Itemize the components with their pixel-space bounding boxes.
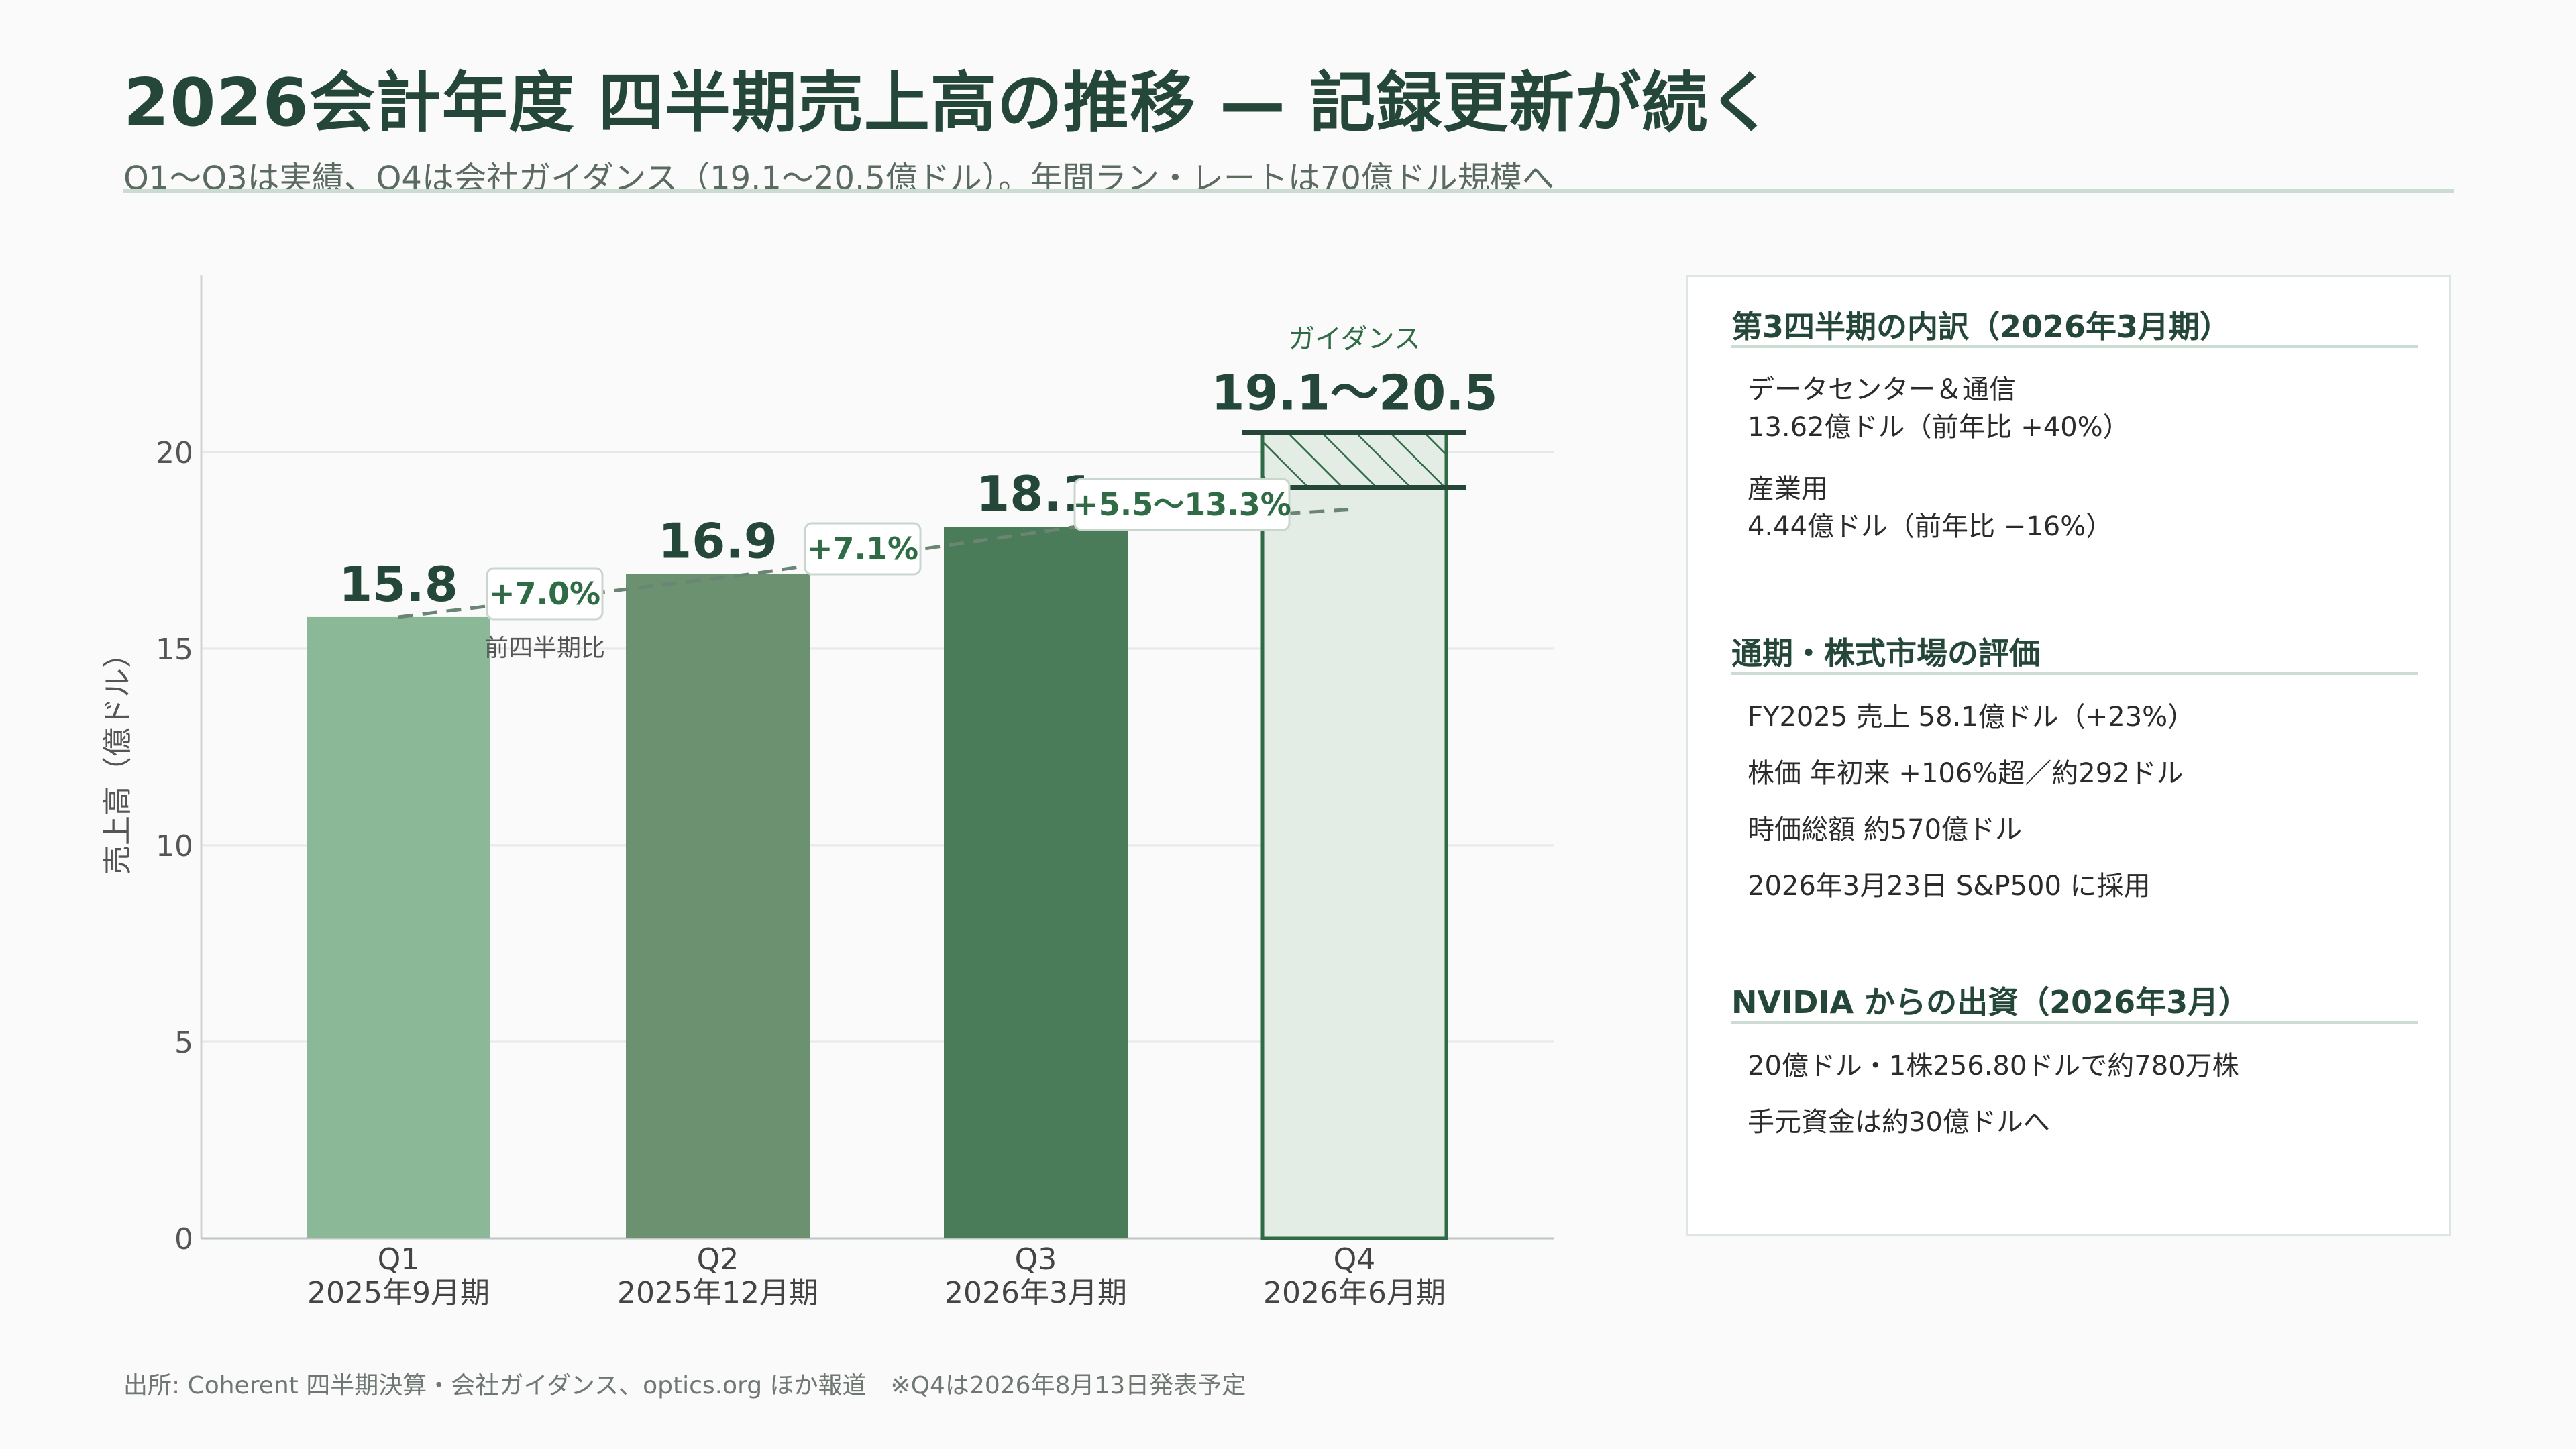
y-tick-label: 0 <box>174 1222 193 1256</box>
x-tick-quarter: Q2 <box>697 1242 739 1277</box>
x-tick-period: 2026年3月期 <box>945 1276 1127 1310</box>
y-tick-label: 15 <box>156 633 193 667</box>
panel-section-title: 通期・株式市場の評価 <box>1731 635 2040 672</box>
x-tick-quarter: Q3 <box>1015 1242 1057 1277</box>
info-panel: 第3四半期の内訳（2026年3月期） データセンター＆通信 13.62億ドル（前年比… <box>1686 275 2451 1236</box>
y-tick-label: 5 <box>174 1026 193 1060</box>
title-divider <box>123 189 2454 193</box>
growth-badge <box>1073 478 1291 531</box>
growth-badge <box>804 522 922 576</box>
panel-item-text: 株価 年初来 +106%超／約292ドル <box>1748 758 2184 789</box>
page-title: 2026会計年度 四半期売上高の推移 — 記録更新が続く <box>123 65 1775 142</box>
bar-q2 <box>626 574 810 1238</box>
y-tick-label: 20 <box>156 436 193 470</box>
x-tick-period: 2025年9月期 <box>307 1276 490 1310</box>
panel-item-text: 4.44億ドル（前年比 −16%） <box>1748 511 2113 542</box>
y-axis-label: 売上高（億ドル） <box>101 639 135 875</box>
bar-q4-guidance-base <box>1260 486 1448 1240</box>
panel-item-text: 13.62億ドル（前年比 +40%） <box>1748 412 2130 443</box>
value-label: 16.9 <box>658 513 777 569</box>
growth-label: +5.5〜13.3% <box>1073 486 1291 523</box>
panel-section-divider <box>1731 1021 2418 1024</box>
bar-q3 <box>944 527 1128 1238</box>
x-tick-quarter: Q1 <box>378 1242 420 1277</box>
x-tick-period: 2026年6月期 <box>1263 1276 1446 1310</box>
value-label: 15.8 <box>339 556 458 612</box>
value-label: 19.1〜20.5 <box>1211 364 1497 421</box>
panel-item-text: 2026年3月23日 S&P500 に採用 <box>1748 871 2151 902</box>
panel-section-divider <box>1731 345 2418 348</box>
y-tick-label: 10 <box>156 829 193 863</box>
bar-q1 <box>307 616 490 1238</box>
panel-section-title: 第3四半期の内訳（2026年3月期） <box>1731 309 2231 345</box>
growth-badge <box>486 567 604 621</box>
panel-section-divider <box>1731 672 2418 675</box>
panel-section-title: NVIDIA からの出資（2026年3月） <box>1731 984 2250 1020</box>
x-tick-period: 2025年12月期 <box>617 1276 818 1310</box>
x-tick-quarter: Q4 <box>1334 1242 1376 1277</box>
panel-item-text: 産業用 <box>1748 474 1828 504</box>
source-footnote: 出所: Coherent 四半期決算・会社ガイダンス、optics.org ほか… <box>123 1372 1246 1399</box>
panel-item-text: 20億ドル・1株256.80ドルで約780万株 <box>1748 1051 2239 1081</box>
growth-label: +7.0% <box>489 576 600 612</box>
growth-caption: 前四半期比 <box>484 635 605 662</box>
guidance-label: ガイダンス <box>1288 323 1421 354</box>
panel-item-text: 時価総額 約570億ドル <box>1748 814 2023 845</box>
growth-label: +7.1% <box>807 531 918 567</box>
bar-q4-guidance-range <box>1260 430 1448 490</box>
panel-item-text: FY2025 売上 58.1億ドル（+23%） <box>1748 702 2195 733</box>
panel-item-text: 手元資金は約30億ドルへ <box>1748 1107 2050 1138</box>
panel-item-text: データセンター＆通信 <box>1748 374 2016 405</box>
